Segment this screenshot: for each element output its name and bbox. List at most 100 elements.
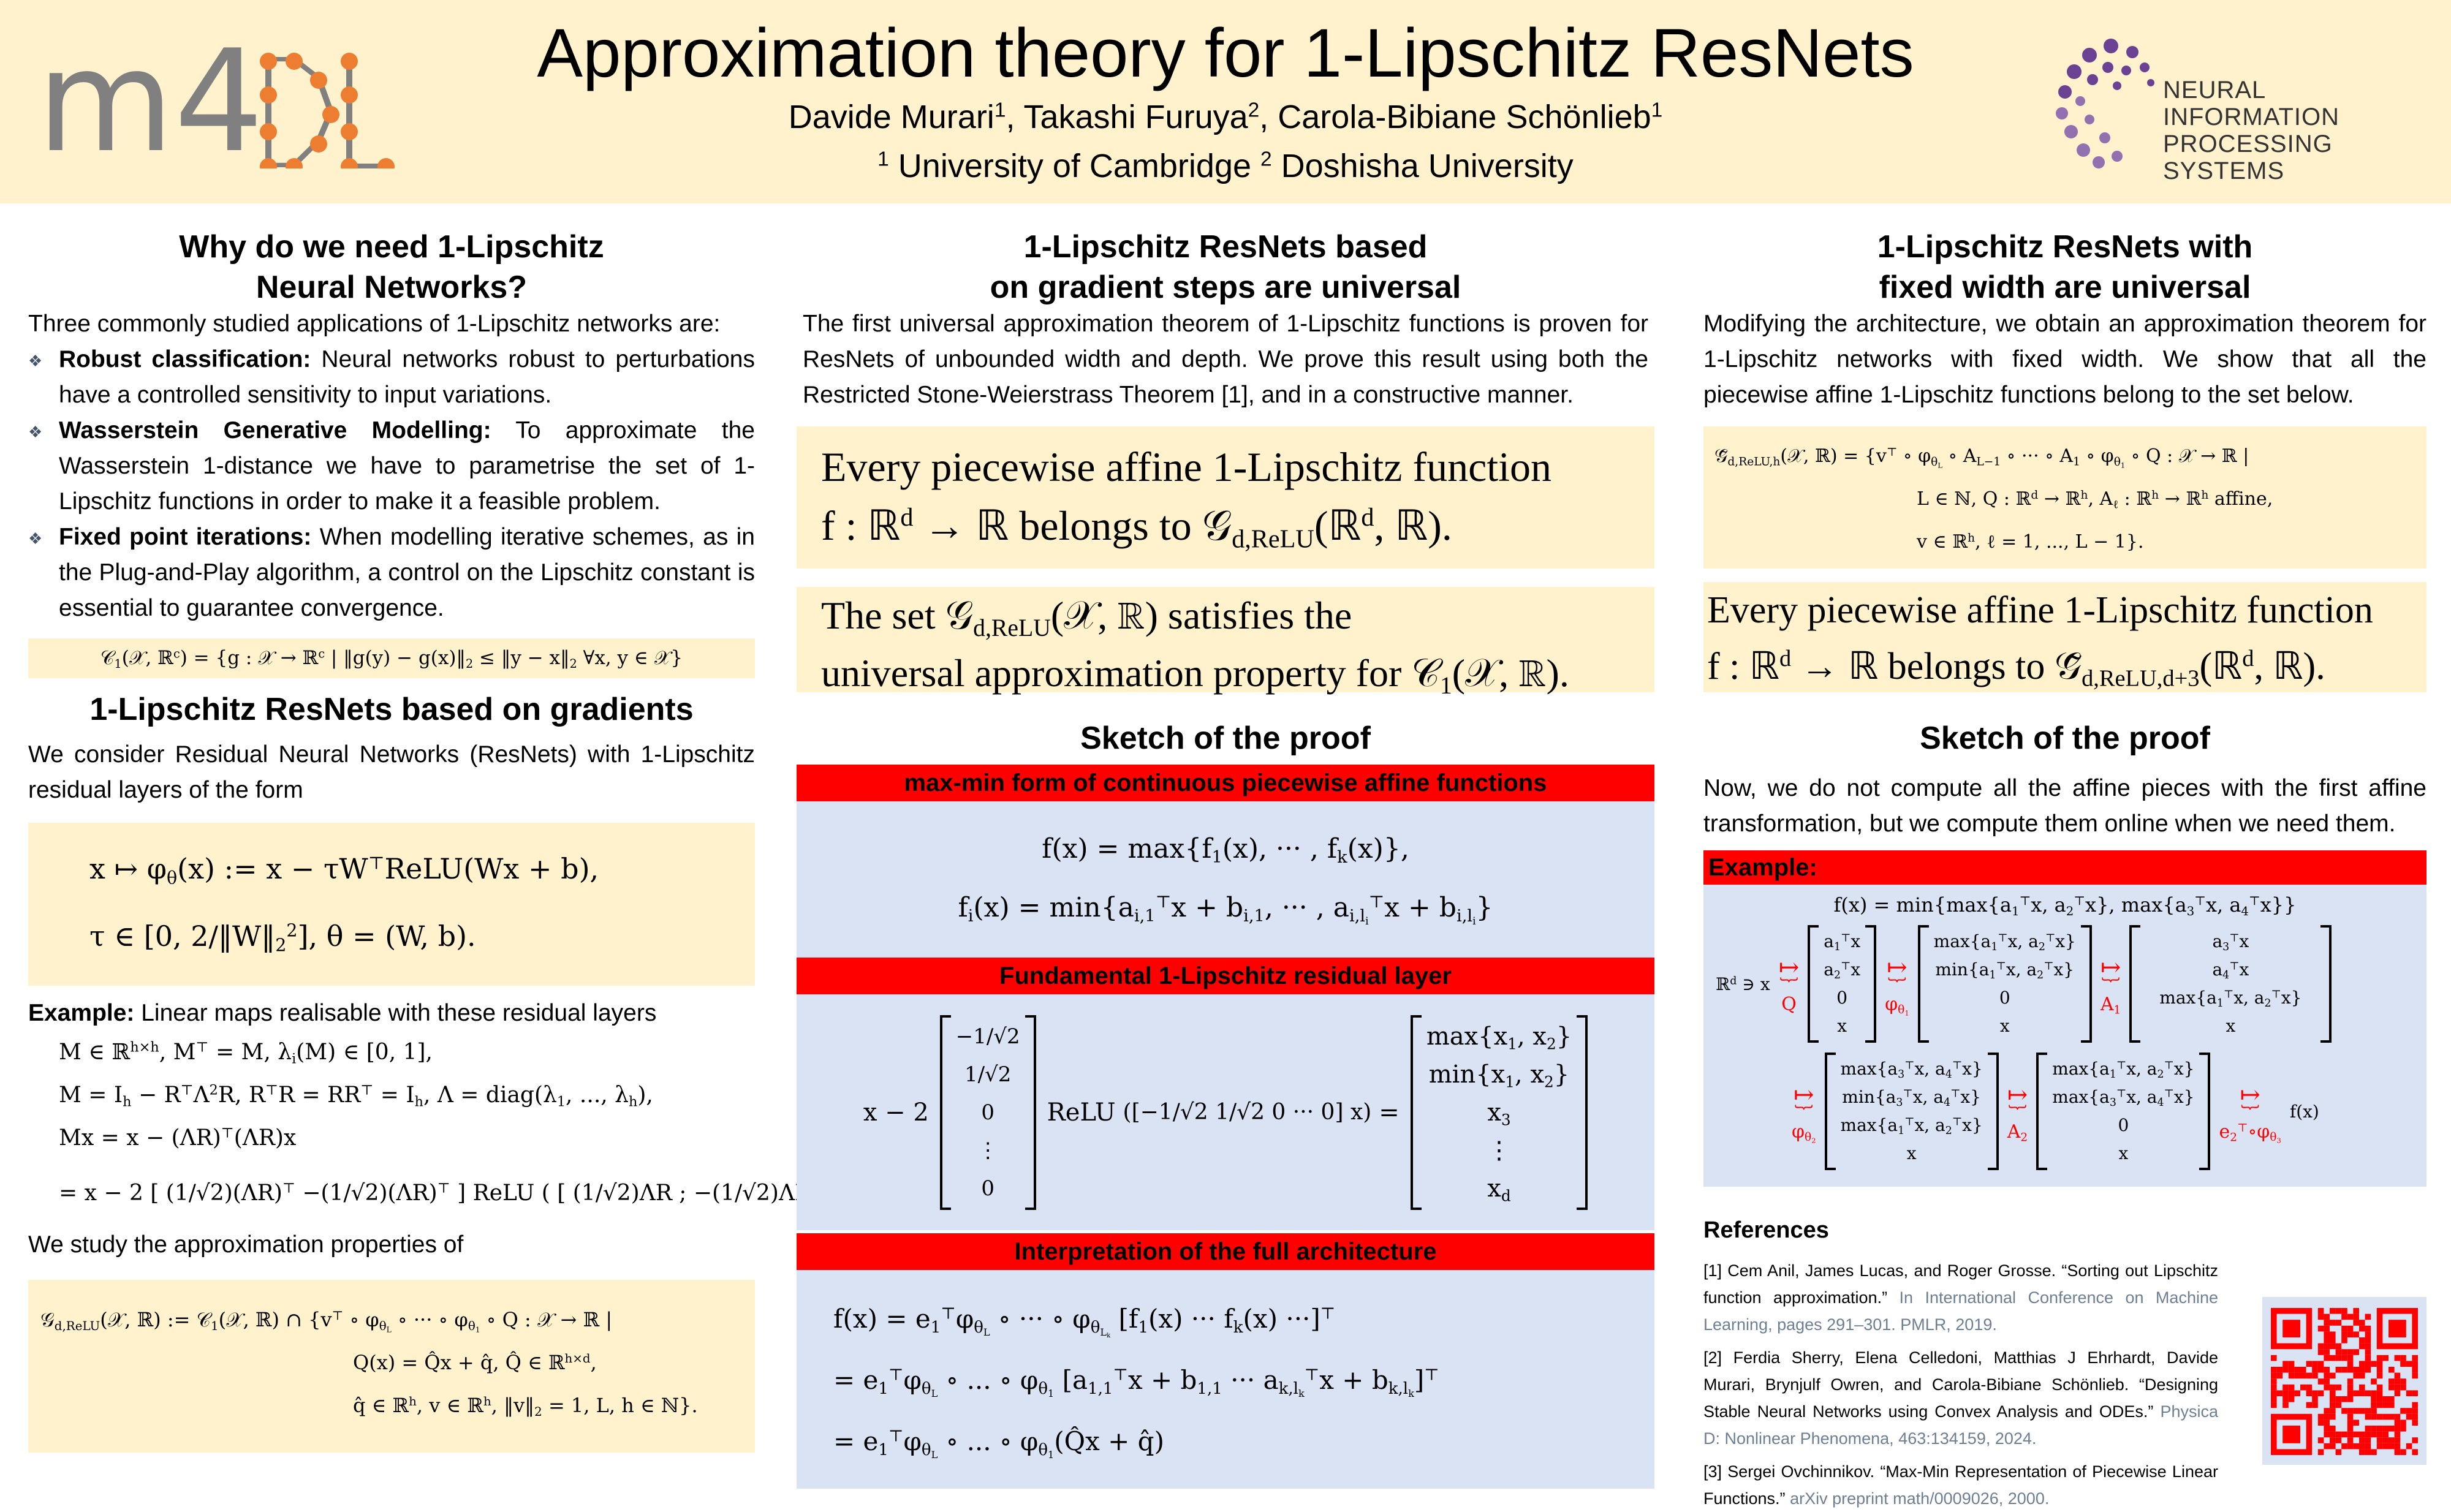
section-heading-gradients: 1-Lipschitz ResNets based on gradients — [89, 692, 694, 727]
bullet-text: To approximate the Wasserstein 1-distanc… — [59, 417, 755, 515]
math-term: x − 2 — [863, 1098, 929, 1127]
matrix: max{a1⊤x, a2⊤x} max{a3⊤x, a4⊤x} 0 x — [2036, 1053, 2211, 1170]
math-line: Q(x) = Q̂x + q̂, Q̂ ∈ ℝh×d, — [353, 1351, 597, 1374]
underbrace-icon: ︸ — [1794, 1103, 1813, 1125]
vector-entry: min{x1, x2} — [1428, 1060, 1570, 1091]
reference-venue[interactable]: Physica D: Nonlinear Phenomena, 463:1341… — [1703, 1402, 2218, 1448]
matrix-entry: a2⊤x — [1824, 959, 1861, 982]
map-arrow: ↦ ︸ A2 — [2007, 1081, 2028, 1143]
matrix-entry: 0 — [2118, 1115, 2129, 1135]
reference-text: [2] Ferdia Sherry, Elena Celledoni, Matt… — [1703, 1348, 2218, 1421]
heading-line: Why do we need 1-Lipschitz — [179, 229, 604, 265]
theorem-line: universal approximation property for 𝒞1(… — [821, 651, 1569, 699]
fixed-width-definition-box: 𝒢̃d,ReLU,h(𝒳, ℝ) = {v⊤ ∘ φθL ∘ AL−1 ∘ ··… — [1703, 426, 2426, 569]
output-vector: max{x1, x2} min{x1, x2} x3 ⋮ xd — [1410, 1015, 1588, 1210]
references-heading: References — [1703, 1217, 1829, 1243]
arrow-label: Q — [1781, 993, 1797, 1015]
theorem-line: f : ℝd → ℝ belongs to 𝒢d,ReLU(ℝd, ℝ). — [821, 502, 1452, 554]
sketch-heading: Sketch of the proof — [1080, 720, 1371, 756]
math-term: = — [1379, 1098, 1400, 1127]
math-line: fi(x) = min{ai,1⊤x + bi,1, ··· , ai,li⊤x… — [958, 892, 1493, 928]
heading-line: 1-Lipschitz ResNets with — [1877, 229, 2253, 265]
reference-venue[interactable]: In International Conference on Machine L… — [1703, 1288, 2218, 1334]
m4dl-logo: m4 — [37, 46, 395, 168]
step-size-formula: τ ∈ [0, 2/‖W‖22], θ = (W, b). — [89, 920, 476, 956]
qr-code-icon[interactable] — [2271, 1308, 2418, 1455]
example-description: Linear maps realisable with these residu… — [134, 1000, 657, 1026]
neurips-logo-text: NEURAL INFORMATION PROCESSING SYSTEMS — [2163, 77, 2340, 184]
reference-item: [2] Ferdia Sherry, Elena Celledoni, Matt… — [1703, 1344, 2218, 1452]
g-relu-definition-box: 𝒢d,ReLU(𝒳, ℝ) := 𝒞1(𝒳, ℝ) ∩ {v⊤ ∘ φθL ∘ … — [28, 1280, 755, 1453]
vector-entry: 0 — [981, 1100, 995, 1125]
gradients-text: We consider Residual Neural Networks (Re… — [28, 741, 755, 803]
neurips-dots-icon — [2056, 39, 2154, 168]
residual-layer-formula: x ↦ φθ(x) := x − τW⊤ReLU(Wx + b), — [89, 852, 599, 888]
matrix-entry: max{a1⊤x, a2⊤x} — [1840, 1115, 1983, 1138]
theorem-line: The set 𝒢d,ReLU(𝒳, ℝ) satisfies the — [821, 594, 1352, 641]
math-line: = e1⊤φθL ∘ ... ∘ φθ1(Q̂x + q̂) — [833, 1426, 1164, 1461]
chain-row-1: ℝd ∋ x ↦ ︸ Q a1⊤x a2⊤x 0 x ↦ ︸ φθ1 max{a1⊤x, a2… — [1703, 925, 2426, 1043]
matrix-entry: 0 — [1999, 988, 2010, 1008]
maps-to-icon: ↦ — [2007, 1080, 2028, 1109]
section-heading-fixed-width: 1-Lipschitz ResNets with fixed width are … — [1703, 227, 2426, 308]
math-term: f(x) — [2289, 1101, 2319, 1122]
fixed-width-text: Modifying the architecture, we obtain an… — [1703, 311, 2426, 408]
intro-text: Three commonly studied applications of 1… — [28, 311, 721, 337]
example-bar: Example: — [1703, 850, 2426, 885]
math-line: f(x) = max{f1(x), ··· , fk(x)}, — [1042, 833, 1409, 868]
underbrace-icon: ︸ — [2008, 1103, 2027, 1125]
matrix-entry: x — [1999, 1016, 2010, 1036]
maps-to-icon: ↦ — [1794, 1080, 1814, 1109]
residual-layer-box: x ↦ φθ(x) := x − τW⊤ReLU(Wx + b), τ ∈ [0… — [28, 823, 755, 986]
underbrace-icon: ︸ — [1887, 976, 1906, 998]
matrix-entry: a3⊤x — [2212, 931, 2249, 954]
matrix-entry: a1⊤x — [1824, 931, 1861, 954]
residual-layer-bar: Fundamental 1-Lipschitz residual layer — [797, 958, 1654, 994]
list-item: Wasserstein Generative Modelling: To app… — [28, 413, 755, 520]
neurips-logo: NEURAL INFORMATION PROCESSING SYSTEMS — [2053, 34, 2433, 184]
qr-code-container[interactable] — [2262, 1297, 2426, 1465]
header: m4 Approximation theory for 1-Lipschitz … — [0, 0, 2451, 203]
theorem-line: Every piecewise affine 1-Lipschitz funct… — [821, 444, 1552, 490]
example-box: f(x) = min{max{a1⊤x, a2⊤x}, max{a3⊤x, a4… — [1703, 885, 2426, 1187]
theorem-box-fixed: Every piecewise affine 1-Lipschitz funct… — [1703, 582, 2426, 692]
math-term: ℝd ∋ x — [1716, 973, 1770, 994]
vector-entry: x3 — [1487, 1098, 1511, 1128]
matrix-entry: max{a1⊤x, a2⊤x} — [2052, 1059, 2195, 1081]
reference-venue[interactable]: arXiv preprint math/0009026, 2000. — [1790, 1489, 2050, 1508]
heading-line: 1-Lipschitz ResNets based — [1023, 229, 1428, 265]
affiliations: 1 University of Cambridge 2 Doshisha Uni… — [877, 148, 1574, 184]
matrix-entry: max{a1⊤x, a2⊤x} — [1933, 931, 2076, 954]
matrix: a1⊤x a2⊤x 0 x — [1808, 925, 1877, 1043]
theorem-line: Every piecewise affine 1-Lipschitz funct… — [1707, 589, 2373, 631]
math-line: L ∈ ℕ, Q : ℝd → ℝh, Aℓ : ℝh → ℝh affine, — [1917, 488, 2273, 512]
bullet-text: Neural networks robust to perturbations … — [59, 346, 755, 408]
arrow-label: e2⊤∘φθ3 — [2219, 1121, 2281, 1145]
math-line: 𝒢d,ReLU(𝒳, ℝ) := 𝒞1(𝒳, ℝ) ∩ {v⊤ ∘ φθL ∘ … — [40, 1308, 613, 1334]
linear-map-example: M ∈ ℝh×h, M⊤ = M, λi(M) ∈ [0, 1], M = Ih… — [28, 1031, 850, 1227]
math-line: = e1⊤φθL ∘ ... ∘ φθ1 [a1,1⊤x + b1,1 ··· … — [833, 1365, 1439, 1399]
c1-definition: 𝒞1(𝒳, ℝc) = {g : 𝒳 → ℝc | ‖g(y) − g(x)‖2… — [100, 646, 683, 671]
chain-row-2: ↦ ︸ φθ2 max{a3⊤x, a4⊤x} min{a3⊤x, a4⊤x} max{… — [1703, 1053, 2426, 1170]
theorem-box-1: Every piecewise affine 1-Lipschitz funct… — [797, 426, 1654, 569]
maps-to-icon: ↦ — [2240, 1080, 2260, 1109]
online-text: Now, we do not compute all the affine pi… — [1703, 775, 2426, 837]
arrow-label: A1 — [2100, 993, 2121, 1017]
map-arrow: ↦ ︸ φθ2 — [1792, 1080, 1816, 1144]
vector-entry: max{x1, x2} — [1426, 1022, 1572, 1053]
universal-text: The first universal approximation theore… — [803, 311, 1648, 408]
reference-item: [1] Cem Anil, James Lucas, and Roger Gro… — [1703, 1257, 2218, 1338]
matrix-entry: x — [2226, 1016, 2236, 1036]
bullet-title: Fixed point iterations: — [59, 524, 312, 550]
reference-item: [3] Sergei Ovchinnikov. “Max-Min Represe… — [1703, 1458, 2218, 1512]
matrix-entry: x — [1837, 1016, 1847, 1036]
vector-entry: ⋮ — [1487, 1136, 1512, 1165]
reference-text: [1] Cem Anil, James Lucas, and Roger Gro… — [1703, 1261, 2218, 1307]
math-line: Mx = x − (ΛR)⊤(ΛR)x — [59, 1125, 297, 1151]
applications-list: Robust classification: Neural networks r… — [28, 342, 755, 626]
left-column: Why do we need 1-Lipschitz Neural Network… — [28, 227, 850, 1453]
map-arrow: ↦ ︸ e2⊤∘φθ3 — [2219, 1080, 2281, 1145]
right-column: 1-Lipschitz ResNets with fixed width are … — [1703, 227, 2426, 1512]
matrix-entry: max{a1⊤x, a2⊤x} — [2159, 988, 2302, 1010]
bullet-text: When modelling iterative schemes, as in … — [59, 524, 755, 621]
